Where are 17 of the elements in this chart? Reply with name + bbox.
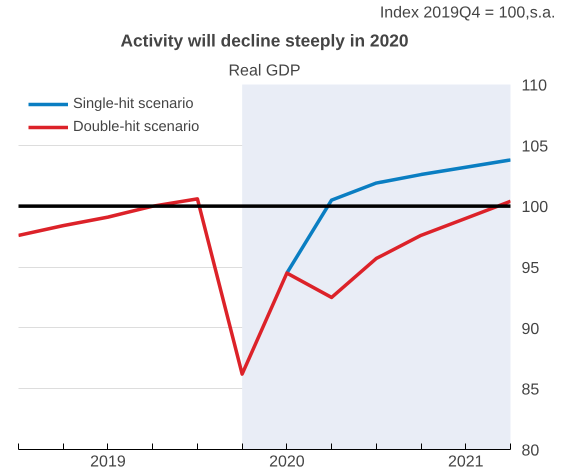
y-tick-label: 95 [522, 260, 540, 277]
legend-label: Single-hit scenario [73, 96, 194, 112]
y-axis-title: Index 2019Q4 = 100,s.a. [380, 4, 556, 22]
x-tick-label: 2019 [90, 454, 126, 469]
x-tick-label: 2020 [269, 454, 305, 469]
line-series [285, 158, 510, 275]
y-tick-label: 105 [522, 138, 548, 156]
y-tick-label: 85 [522, 382, 540, 399]
y-tick-label: 80 [522, 442, 540, 460]
y-tick-label: 100 [522, 199, 548, 216]
chart-subtitle: Real GDP [228, 62, 301, 80]
y-tick-label: 90 [522, 320, 540, 338]
legend-label: Double-hit scenario [73, 119, 200, 135]
y-tick-label: 110 [522, 78, 548, 94]
line-series [18, 197, 510, 376]
x-tick-label: 2021 [448, 454, 484, 469]
chart-title: Activity will decline steeply in 2020 [120, 30, 408, 50]
